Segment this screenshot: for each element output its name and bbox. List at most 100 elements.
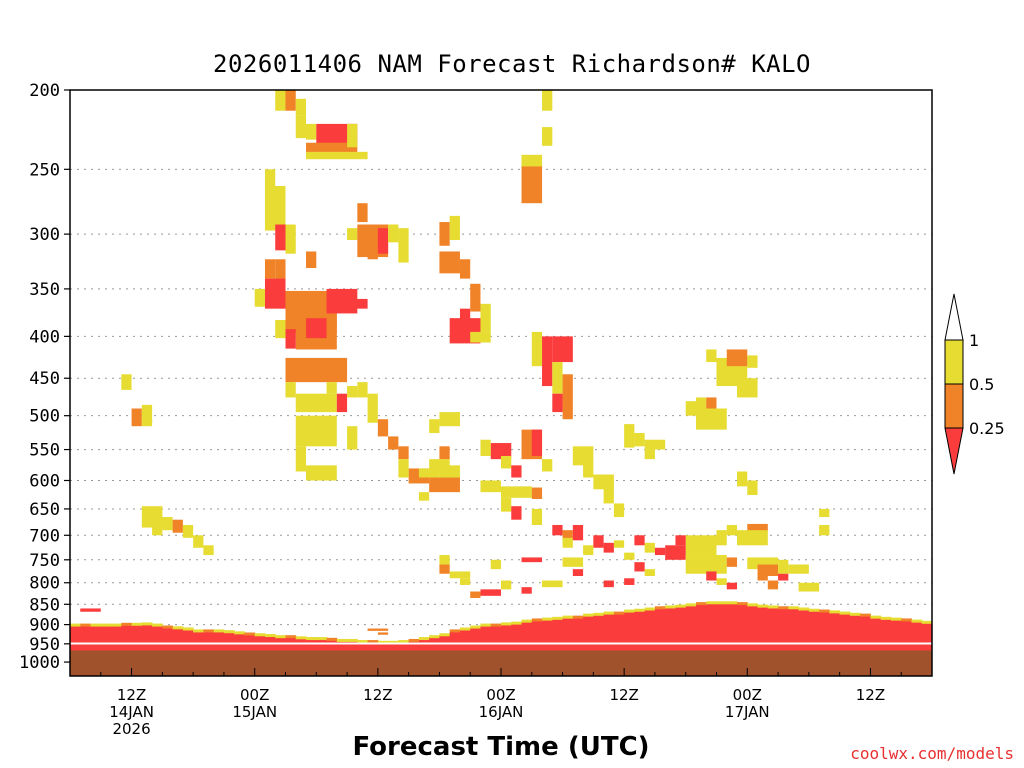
bl-fringe [583, 613, 594, 618]
ri-cell [757, 573, 768, 581]
bl-column [152, 626, 163, 651]
ri-cell [531, 429, 543, 456]
ri-cell [654, 547, 666, 556]
bl-column [572, 618, 584, 651]
ri-cell [583, 462, 594, 478]
ri-cell [357, 203, 368, 223]
bl-column [347, 641, 358, 651]
bl-fringe [398, 640, 410, 645]
bl-column [726, 604, 738, 651]
bl-column [511, 624, 523, 651]
ri-cell [377, 228, 389, 254]
ri-cell [439, 465, 460, 478]
ri-cell [726, 349, 748, 367]
bl-column [747, 606, 759, 651]
bl-fringe [429, 635, 440, 640]
ri-cell [388, 436, 399, 450]
bl-fringe [111, 623, 122, 628]
bl-column [490, 626, 502, 651]
y-tick-label: 200 [29, 81, 60, 101]
x-tick-label: 14JAN [109, 703, 154, 721]
ri-cell [275, 224, 286, 251]
ri-cell [480, 589, 501, 596]
bl-column [357, 643, 369, 651]
bl-column [613, 614, 625, 651]
ri-cell [501, 486, 532, 498]
bl-column [911, 622, 923, 651]
legend-label: 1 [969, 331, 979, 350]
bl-column [583, 616, 594, 651]
ri-cell [757, 564, 779, 577]
ri-cell [624, 578, 635, 585]
bl-fringe [819, 609, 830, 614]
ri-cell [295, 415, 337, 447]
ri-cell [593, 474, 614, 490]
legend-bottom-arrow [944, 427, 964, 475]
bl-column [398, 643, 410, 651]
bl-column [839, 614, 851, 651]
bl-fringe [347, 638, 358, 643]
bl-column [788, 609, 800, 651]
bl-column [716, 604, 728, 651]
bl-fringe [141, 622, 153, 627]
ri-cell [459, 259, 471, 279]
watermark[interactable]: coolwx.com/models [850, 744, 1014, 763]
bl-fringe [275, 635, 286, 640]
bl-fringe [408, 638, 420, 643]
ri-cell [552, 362, 563, 394]
ri-cell [418, 468, 440, 478]
bl-white-streak [70, 642, 932, 645]
bl-fringe [716, 601, 728, 606]
bl-fringe [593, 612, 605, 617]
ri-cell [685, 535, 717, 556]
bl-fringe [459, 627, 471, 632]
bl-fringe [511, 621, 523, 626]
ri-cell [685, 555, 727, 574]
y-tick-label: 500 [29, 407, 60, 427]
ri-cell [624, 552, 635, 560]
ri-cell [613, 503, 625, 518]
ri-cell [470, 331, 491, 343]
bl-column [131, 625, 143, 651]
ri-cell [501, 455, 512, 469]
ri-cell [306, 142, 358, 155]
ri-cell [275, 320, 286, 339]
ri-cell [583, 545, 594, 556]
bl-fringe [326, 637, 338, 642]
ri-cell [336, 393, 348, 413]
y-tick-label: 250 [29, 160, 60, 180]
bl-fringe [808, 608, 820, 613]
ri-cell [778, 559, 789, 574]
ri-cell [264, 278, 286, 309]
ri-cell [747, 480, 758, 496]
ri-cell [193, 535, 204, 548]
bl-fringe [695, 602, 707, 607]
ri-cell [398, 459, 409, 478]
bl-fringe [223, 630, 235, 635]
bl-column [757, 607, 769, 651]
bl-fringe [654, 606, 666, 611]
chart-title: 2026011406 NAM Forecast Richardson# KALO [213, 50, 811, 78]
ri-cell [480, 480, 501, 493]
bl-fringe [890, 617, 902, 622]
bl-fringe [357, 640, 369, 645]
bl-fringe [921, 620, 933, 625]
bl-column [111, 626, 122, 651]
bl-column [654, 609, 666, 651]
y-tick-label: 300 [29, 225, 60, 245]
y-tick-label: 800 [29, 574, 60, 594]
ri-cell [665, 545, 686, 560]
bl-column [480, 626, 492, 651]
bl-fringe [264, 634, 276, 639]
bl-fringe [521, 619, 533, 624]
ri-cell [141, 419, 153, 427]
bl-fringe [501, 622, 512, 627]
bl-column [531, 621, 543, 651]
x-tick-label: 16JAN [479, 703, 524, 721]
bl-fringe [726, 601, 738, 606]
bl-column [336, 641, 348, 651]
bl-column [849, 615, 861, 651]
bl-column [685, 606, 697, 651]
ri-cell [531, 487, 543, 499]
ri-cell [521, 154, 543, 167]
